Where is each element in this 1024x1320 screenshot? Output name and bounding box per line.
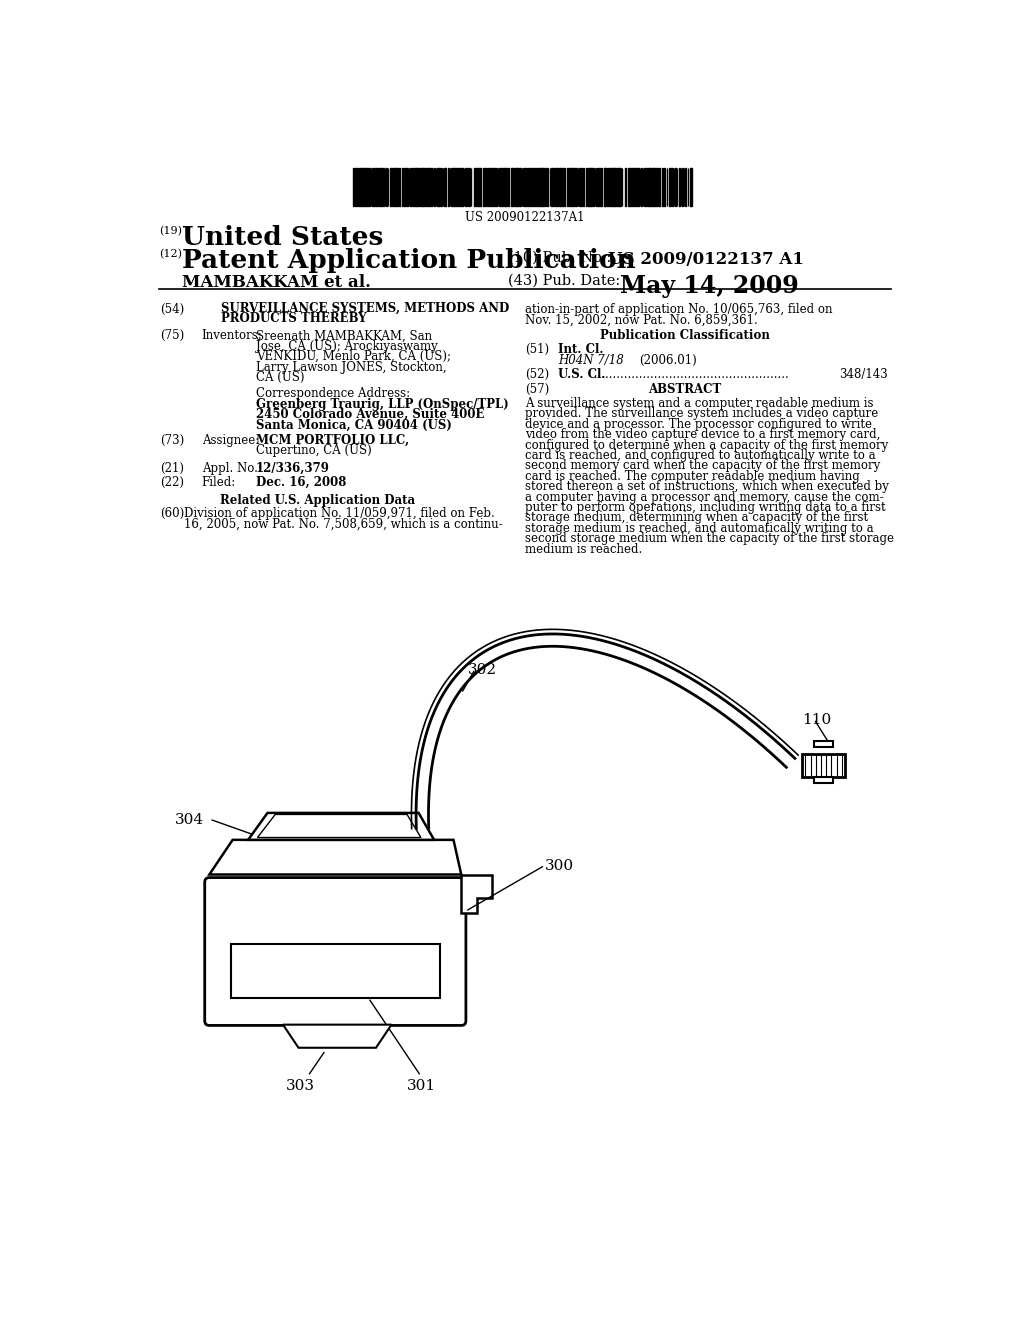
Polygon shape [461,875,493,913]
Text: VENKIDU, Menlo Park, CA (US);: VENKIDU, Menlo Park, CA (US); [256,350,451,363]
Text: 300: 300 [545,859,574,873]
Text: configured to determine when a capacity of the first memory: configured to determine when a capacity … [524,438,888,451]
Text: Division of application No. 11/059,971, filed on Feb.: Division of application No. 11/059,971, … [183,507,495,520]
Text: H04N 7/18: H04N 7/18 [558,354,624,367]
Text: MCM PORTFOLIO LLC,: MCM PORTFOLIO LLC, [256,434,409,446]
Text: 110: 110 [802,713,831,727]
Text: 2450 Colorado Avenue, Suite 400E: 2450 Colorado Avenue, Suite 400E [256,408,484,421]
Text: ABSTRACT: ABSTRACT [648,383,721,396]
Text: card is reached. The computer readable medium having: card is reached. The computer readable m… [524,470,859,483]
Text: 303: 303 [286,1078,314,1093]
Text: 348/143: 348/143 [839,368,888,381]
Text: 12/336,379: 12/336,379 [256,462,330,475]
Text: Related U.S. Application Data: Related U.S. Application Data [220,494,416,507]
Text: storage medium is reached, and automatically writing to a: storage medium is reached, and automatic… [524,521,873,535]
Text: Santa Monica, CA 90404 (US): Santa Monica, CA 90404 (US) [256,418,452,432]
Text: Publication Classification: Publication Classification [599,330,769,342]
Text: Greenberg Traurig, LLP (OnSpec/TPL): Greenberg Traurig, LLP (OnSpec/TPL) [256,397,509,411]
Bar [231,944,439,998]
Text: Correspondence Address:: Correspondence Address: [256,388,410,400]
Text: Assignee:: Assignee: [202,434,259,446]
Text: (51): (51) [524,343,549,356]
Text: Dec. 16, 2008: Dec. 16, 2008 [256,475,346,488]
Text: Appl. No.:: Appl. No.: [202,462,261,475]
Text: (22): (22) [161,475,184,488]
Text: SURVEILLANCE SYSTEMS, METHODS AND: SURVEILLANCE SYSTEMS, METHODS AND [221,302,509,314]
Text: medium is reached.: medium is reached. [524,543,642,556]
Text: (43) Pub. Date:: (43) Pub. Date: [508,275,620,288]
Text: Filed:: Filed: [202,475,236,488]
Text: (60): (60) [161,507,184,520]
Polygon shape [283,1024,391,1048]
Text: (73): (73) [161,434,184,446]
Polygon shape [248,813,434,840]
FancyBboxPatch shape [802,754,845,776]
Text: US 20090122137A1: US 20090122137A1 [465,211,585,224]
Text: a computer having a processor and memory, cause the com-: a computer having a processor and memory… [524,491,884,504]
Text: (57): (57) [524,383,549,396]
Text: ation-in-part of application No. 10/065,763, filed on: ation-in-part of application No. 10/065,… [524,304,833,317]
Text: Larry Lawson JONES, Stockton,: Larry Lawson JONES, Stockton, [256,360,446,374]
Text: storage medium, determining when a capacity of the first: storage medium, determining when a capac… [524,511,868,524]
Text: Patent Application Publication: Patent Application Publication [182,248,636,273]
Text: Inventors:: Inventors: [202,330,262,342]
Text: PRODUCTS THEREBY: PRODUCTS THEREBY [221,312,367,325]
Text: United States: United States [182,224,384,249]
Text: stored thereon a set of instructions, which when executed by: stored thereon a set of instructions, wh… [524,480,889,494]
Text: (19): (19) [159,226,182,236]
Bar [814,742,834,747]
Text: (75): (75) [161,330,184,342]
Text: device and a processor. The processor configured to write: device and a processor. The processor co… [524,418,871,430]
Bar [814,776,834,783]
Text: 302: 302 [467,663,497,677]
Text: MAMBAKKAM et al.: MAMBAKKAM et al. [182,275,372,290]
Text: (12): (12) [159,249,182,260]
Text: Cupertino, CA (US): Cupertino, CA (US) [256,444,372,457]
Text: (54): (54) [161,304,184,317]
Text: 304: 304 [174,813,204,826]
Text: second storage medium when the capacity of the first storage: second storage medium when the capacity … [524,532,894,545]
Text: May 14, 2009: May 14, 2009 [621,275,799,298]
Text: second memory card when the capacity of the first memory: second memory card when the capacity of … [524,459,880,473]
Text: (2006.01): (2006.01) [640,354,697,367]
Text: CA (US): CA (US) [256,371,304,384]
Text: ....................................................: ........................................… [590,368,788,381]
Text: (21): (21) [161,462,184,475]
FancyBboxPatch shape [205,878,466,1026]
Text: Sreenath MAMBAKKAM, San: Sreenath MAMBAKKAM, San [256,330,432,342]
Text: A surveillance system and a computer readable medium is: A surveillance system and a computer rea… [524,397,873,411]
Polygon shape [257,814,421,838]
Text: Jose, CA (US); Arockiyaswamy: Jose, CA (US); Arockiyaswamy [256,339,437,352]
Text: video from the video capture device to a first memory card,: video from the video capture device to a… [524,428,881,441]
Text: Int. Cl.: Int. Cl. [558,343,603,356]
Text: 301: 301 [407,1078,435,1093]
Text: card is reached, and configured to automatically write to a: card is reached, and configured to autom… [524,449,876,462]
Text: (10) Pub. No.:: (10) Pub. No.: [508,251,611,265]
Text: Nov. 15, 2002, now Pat. No. 6,859,361.: Nov. 15, 2002, now Pat. No. 6,859,361. [524,314,758,326]
Text: U.S. Cl.: U.S. Cl. [558,368,605,381]
Text: 16, 2005, now Pat. No. 7,508,659, which is a continu-: 16, 2005, now Pat. No. 7,508,659, which … [183,517,503,531]
Text: puter to perform operations, including writing data to a first: puter to perform operations, including w… [524,502,886,513]
Text: provided. The surveillance system includes a video capture: provided. The surveillance system includ… [524,408,878,421]
Polygon shape [209,840,461,875]
Text: US 2009/0122137 A1: US 2009/0122137 A1 [608,251,805,268]
Text: (52): (52) [524,368,549,381]
